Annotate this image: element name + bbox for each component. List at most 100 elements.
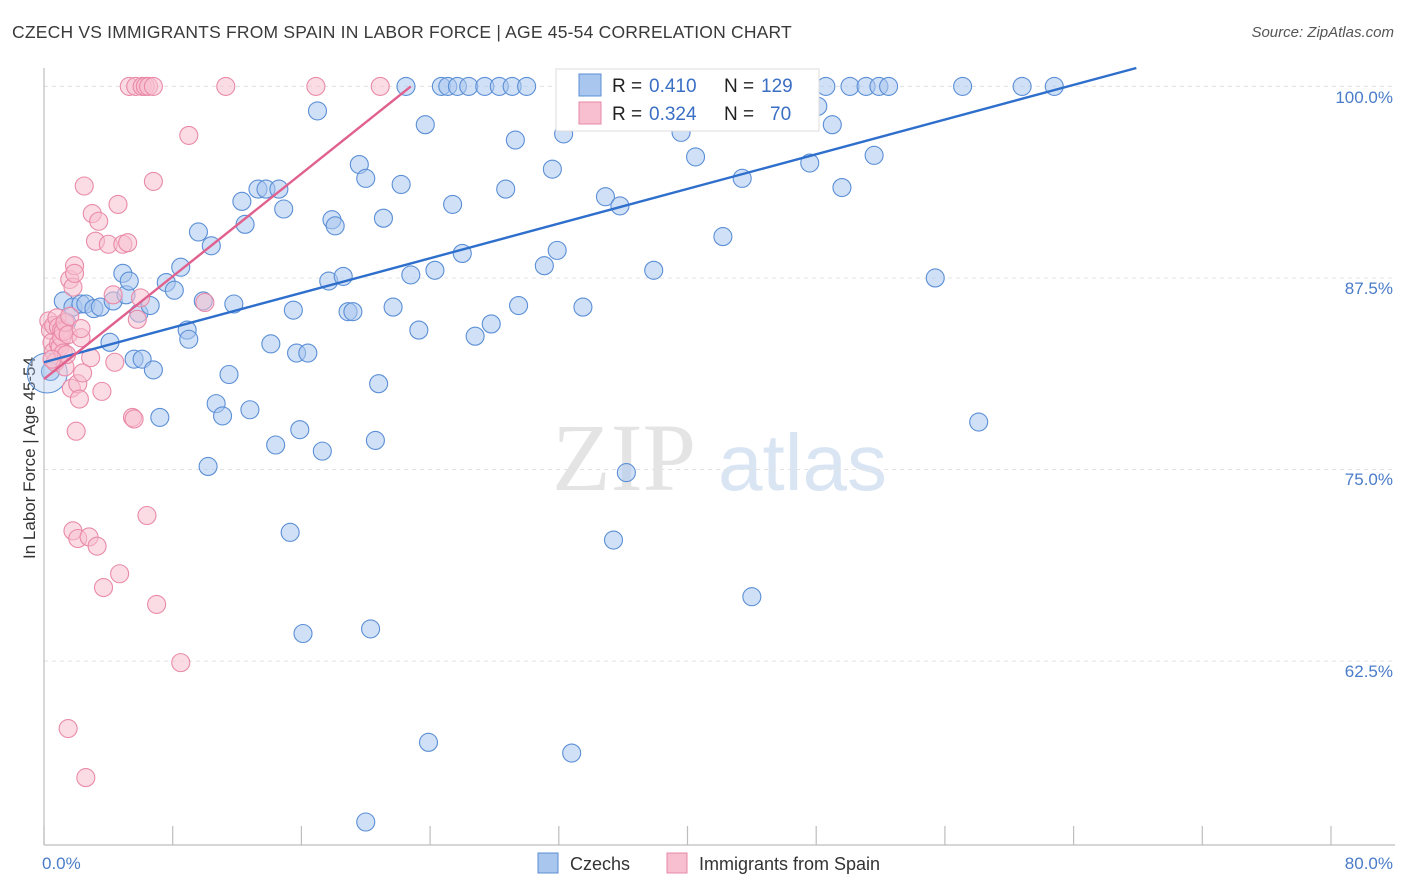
czechs-trendline <box>43 66 1137 364</box>
czech-point <box>356 168 376 188</box>
czech-point <box>232 191 252 211</box>
czech-point <box>644 260 664 280</box>
czech-point <box>879 76 899 96</box>
czech-point <box>864 145 884 165</box>
czech-point <box>298 343 318 363</box>
czech-point <box>164 280 184 300</box>
spain-point <box>60 306 80 326</box>
spain-point <box>73 363 93 383</box>
czech-point <box>261 334 281 354</box>
czech-point <box>459 76 479 96</box>
watermark-zip: ZIP <box>552 404 696 511</box>
legend-n-value-czechs: 129 <box>761 76 793 97</box>
czech-point <box>616 463 636 483</box>
czech-point <box>143 360 163 380</box>
spain-point <box>306 76 326 96</box>
spain-point <box>124 409 144 429</box>
gridlines <box>44 85 1395 662</box>
czech-point <box>293 623 313 644</box>
czech-point <box>822 115 842 135</box>
czech-point <box>415 115 435 135</box>
spain-point <box>179 125 199 145</box>
spain-point <box>89 211 109 231</box>
czech-point <box>496 179 516 199</box>
czech-point <box>840 76 860 96</box>
legend-r-label-czechs: R = <box>612 76 642 97</box>
czech-point <box>534 256 554 276</box>
spain-point <box>108 194 128 214</box>
czech-point <box>547 240 567 260</box>
bottom-legend-spain: Immigrants from Spain <box>699 854 880 874</box>
czech-point <box>179 329 199 349</box>
spain-point <box>65 263 85 283</box>
czech-point <box>150 407 170 427</box>
spain-point <box>171 653 191 673</box>
spain-point <box>216 76 236 96</box>
czech-point <box>213 406 233 426</box>
czech-point <box>365 430 385 450</box>
czech-point <box>542 159 562 179</box>
czech-point <box>391 174 411 195</box>
czech-point <box>409 320 429 340</box>
y-tick-label: 100.0% <box>1335 88 1393 107</box>
czech-point <box>969 412 989 432</box>
czech-point <box>266 435 286 455</box>
stats-legend: R = 0.410 N = 129 R = 0.324 N = 70 <box>555 68 820 132</box>
spain-point <box>127 309 147 329</box>
spain-point <box>93 577 114 598</box>
czech-point <box>198 456 218 477</box>
bottom-swatch-spain <box>666 852 688 874</box>
czech-point <box>800 153 820 173</box>
x-tick-label-max: 80.0% <box>1345 854 1393 873</box>
spain-point <box>103 285 123 305</box>
czechs-points <box>26 76 1064 832</box>
czech-point <box>269 179 289 199</box>
czech-point <box>307 101 328 121</box>
spain-trendline <box>43 85 412 381</box>
czech-point <box>373 208 393 228</box>
czech-point <box>396 76 416 96</box>
czech-point <box>280 522 300 542</box>
spain-point <box>74 176 94 196</box>
spain-point <box>370 76 390 96</box>
czech-point <box>369 374 389 394</box>
chart-title: CZECH VS IMMIGRANTS FROM SPAIN IN LABOR … <box>12 22 792 42</box>
czech-point <box>465 326 485 346</box>
czech-point <box>356 812 376 832</box>
y-tick-label: 75.0% <box>1345 470 1393 489</box>
source-credit: Source: ZipAtlas.com <box>1251 24 1394 41</box>
spain-point <box>195 292 215 313</box>
czech-point <box>595 187 616 207</box>
czech-point <box>925 268 945 288</box>
czech-point <box>312 441 332 461</box>
spain-point <box>66 421 86 441</box>
spain-point <box>118 233 138 253</box>
czech-point <box>443 194 463 214</box>
series-legend: Czechs Immigrants from Spain <box>537 852 880 874</box>
czech-point <box>1012 76 1032 96</box>
czech-point <box>171 257 191 277</box>
czech-point <box>517 76 537 96</box>
y-tick-labels: 62.5% 75.0% 87.5% 100.0% <box>1335 88 1393 681</box>
czech-point <box>685 147 706 167</box>
czech-point <box>401 265 421 285</box>
czech-point <box>832 177 852 198</box>
legend-r-label-spain: R = <box>612 104 642 125</box>
legend-swatch-czechs <box>578 73 602 97</box>
x-tick-label-min: 0.0% <box>42 854 81 873</box>
czech-point <box>509 295 529 316</box>
czech-point <box>505 130 525 150</box>
czech-point <box>219 364 239 385</box>
legend-n-label-czechs: N = <box>724 76 754 97</box>
legend-n-value-spain: 70 <box>770 104 791 125</box>
spain-point <box>92 381 112 401</box>
czech-point <box>742 587 762 607</box>
spain-point <box>71 318 91 339</box>
czech-point <box>953 76 973 96</box>
spain-point <box>58 718 78 739</box>
czech-point <box>418 732 439 752</box>
czech-point <box>188 222 208 242</box>
watermark: ZIP atlas <box>552 404 887 511</box>
spain-point <box>130 288 151 308</box>
